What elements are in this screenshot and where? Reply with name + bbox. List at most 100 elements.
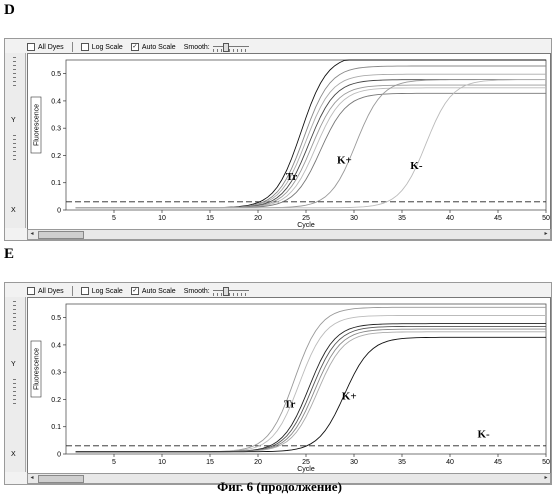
x-tick-label: 5 (112, 215, 116, 222)
smooth-slider[interactable] (213, 42, 249, 52)
smooth-control: Smooth: (184, 286, 249, 296)
y-tick-label: 0 (57, 208, 61, 215)
amplification-curve (76, 326, 546, 451)
amplification-chart-e: 0 0.1 0.2 0.3 0.4 0.5 5 10 15 20 25 30 35 40 45 50 Cycle… (28, 298, 550, 473)
log-scale-checkbox[interactable] (81, 43, 89, 51)
y-tick-label: 0.3 (51, 370, 61, 377)
y-tick-label: 0.5 (51, 315, 61, 322)
y-axis-control-label: Y (11, 117, 16, 124)
x-tick-label: 25 (302, 459, 310, 466)
x-tick-label: 15 (206, 215, 214, 222)
amplification-curve (76, 80, 546, 208)
y-scale-slider[interactable] (13, 301, 16, 333)
smooth-control: Smooth: (184, 42, 249, 52)
smooth-slider-track (213, 46, 249, 47)
curve-annotation: K+ (342, 390, 357, 402)
all-dyes-toggle[interactable]: All Dyes (27, 43, 64, 51)
y-tick-label: 0.1 (51, 424, 61, 431)
log-scale-label: Log Scale (92, 44, 123, 51)
plot-area: 0 0.1 0.2 0.3 0.4 0.5 5 10 15 20 25 30 35 40 45 50 Cycle… (27, 297, 551, 474)
y-x-scale-bar: Y X (5, 297, 26, 472)
amplification-curve (76, 66, 546, 208)
x-tick-label: 20 (254, 459, 262, 466)
x-axis-label: Cycle (297, 466, 315, 473)
y-axis-label: Fluorescence (34, 104, 41, 146)
all-dyes-checkbox[interactable] (27, 43, 35, 51)
amplification-curve (76, 80, 546, 208)
curve-annotation: K- (477, 429, 490, 441)
x-axis-control-label: X (11, 207, 16, 214)
auto-scale-checkbox[interactable]: ✓ (131, 43, 139, 51)
y-tick-label: 0.2 (51, 397, 61, 404)
x-tick-label: 10 (158, 459, 166, 466)
amplification-curve (76, 74, 546, 208)
y-x-scale-bar: Y X (5, 53, 26, 228)
x-tick-label: 5 (112, 459, 116, 466)
log-scale-toggle[interactable]: Log Scale (81, 287, 123, 295)
x-tick-label: 35 (398, 215, 406, 222)
smooth-slider-thumb[interactable] (223, 287, 229, 296)
x-tick-label: 30 (350, 459, 358, 466)
scroll-thumb[interactable] (38, 231, 84, 239)
y-tick-label: 0.3 (51, 126, 61, 133)
x-tick-label: 45 (494, 459, 502, 466)
y-offset-slider[interactable] (13, 379, 16, 407)
x-tick-label: 50 (542, 215, 550, 222)
toolbar: All Dyes Log Scale ✓Auto Scale Smooth: (27, 41, 257, 53)
x-tick-label: 50 (542, 459, 550, 466)
smooth-label: Smooth: (184, 288, 210, 295)
y-axis-label: Fluorescence (34, 348, 41, 390)
scroll-right-icon[interactable]: ▸ (542, 230, 550, 239)
log-scale-checkbox[interactable] (81, 287, 89, 295)
amplification-curve (76, 80, 546, 208)
amplification-window-e: All Dyes Log Scale ✓Auto Scale Smooth: Y… (4, 282, 552, 485)
all-dyes-checkbox[interactable] (27, 287, 35, 295)
curve-annotation: K- (410, 160, 423, 172)
scroll-left-icon[interactable]: ◂ (28, 230, 36, 239)
x-tick-label: 15 (206, 459, 214, 466)
window-frame: All Dyes Log Scale ✓Auto Scale Smooth: Y… (4, 38, 552, 241)
smooth-slider[interactable] (213, 286, 249, 296)
panel-letter-d: D (4, 2, 15, 19)
x-tick-label: 20 (254, 215, 262, 222)
smooth-slider-track (213, 290, 249, 291)
auto-scale-toggle[interactable]: ✓Auto Scale (131, 287, 176, 295)
curve-annotation: Tr (284, 399, 296, 411)
x-tick-label: 45 (494, 215, 502, 222)
amplification-curve (76, 324, 546, 452)
separator (72, 42, 73, 52)
log-scale-label: Log Scale (92, 288, 123, 295)
x-tick-label: 25 (302, 215, 310, 222)
y-tick-label: 0.4 (51, 342, 61, 349)
y-tick-label: 0.1 (51, 180, 61, 187)
toolbar: All Dyes Log Scale ✓Auto Scale Smooth: (27, 285, 257, 297)
x-tick-label: 40 (446, 459, 454, 466)
separator (72, 286, 73, 296)
y-axis-control-label: Y (11, 361, 16, 368)
all-dyes-label: All Dyes (38, 44, 64, 51)
y-tick-label: 0.4 (51, 98, 61, 105)
horizontal-scrollbar[interactable]: ◂ ▸ (27, 229, 551, 240)
x-tick-label: 10 (158, 215, 166, 222)
plot-area: 0 0.1 0.2 0.3 0.4 0.5 5 10 15 20 25 30 35 40 45 50 Cycle… (27, 53, 551, 230)
y-tick-label: 0.2 (51, 153, 61, 160)
auto-scale-label: Auto Scale (142, 44, 176, 51)
y-offset-slider[interactable] (13, 135, 16, 163)
y-scale-slider[interactable] (13, 57, 16, 89)
auto-scale-toggle[interactable]: ✓Auto Scale (131, 43, 176, 51)
auto-scale-checkbox[interactable]: ✓ (131, 287, 139, 295)
log-scale-toggle[interactable]: Log Scale (81, 43, 123, 51)
x-tick-label: 40 (446, 215, 454, 222)
curve-annotation: Tr (286, 171, 298, 183)
x-tick-label: 35 (398, 459, 406, 466)
x-axis-label: Cycle (297, 222, 315, 229)
amplification-curve (76, 93, 546, 208)
y-tick-label: 0.5 (51, 71, 61, 78)
y-tick-label: 0 (57, 452, 61, 459)
window-frame: All Dyes Log Scale ✓Auto Scale Smooth: Y… (4, 282, 552, 485)
smooth-slider-thumb[interactable] (223, 43, 229, 52)
x-tick-label: 30 (350, 215, 358, 222)
curve-annotation: K+ (337, 155, 352, 167)
all-dyes-toggle[interactable]: All Dyes (27, 287, 64, 295)
smooth-slider-ticks (213, 293, 249, 296)
